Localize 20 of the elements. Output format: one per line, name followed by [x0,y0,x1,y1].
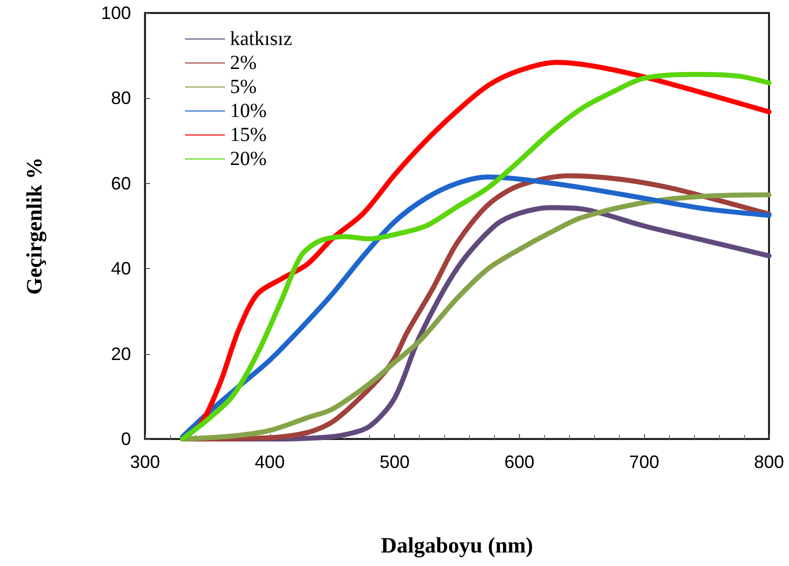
x-tick-label: 700 [629,452,660,472]
legend-label: 10% [230,100,267,122]
legend-label: 2% [230,52,257,74]
x-tick-label: 500 [380,452,410,472]
x-tick-label: 600 [504,452,534,472]
legend-label: 15% [230,124,267,146]
y-axis-title: Geçirgenlik % [22,157,46,295]
x-tick-label: 300 [130,452,160,472]
x-tick-label: 800 [754,452,784,472]
x-tick-label: 400 [254,452,285,472]
y-tick-label: 80 [110,88,131,108]
y-tick-label: 40 [110,258,131,279]
y-tick-label: 60 [110,173,131,194]
y-tick-label: 20 [110,344,131,364]
y-tick-label: 100 [100,3,131,23]
legend-label: 20% [230,148,267,170]
legend-label: katkısız [230,28,292,50]
y-tick-label: 0 [120,429,131,449]
legend-label: 5% [230,76,257,98]
x-axis-title: Dalgaboyu (nm) [380,532,534,558]
